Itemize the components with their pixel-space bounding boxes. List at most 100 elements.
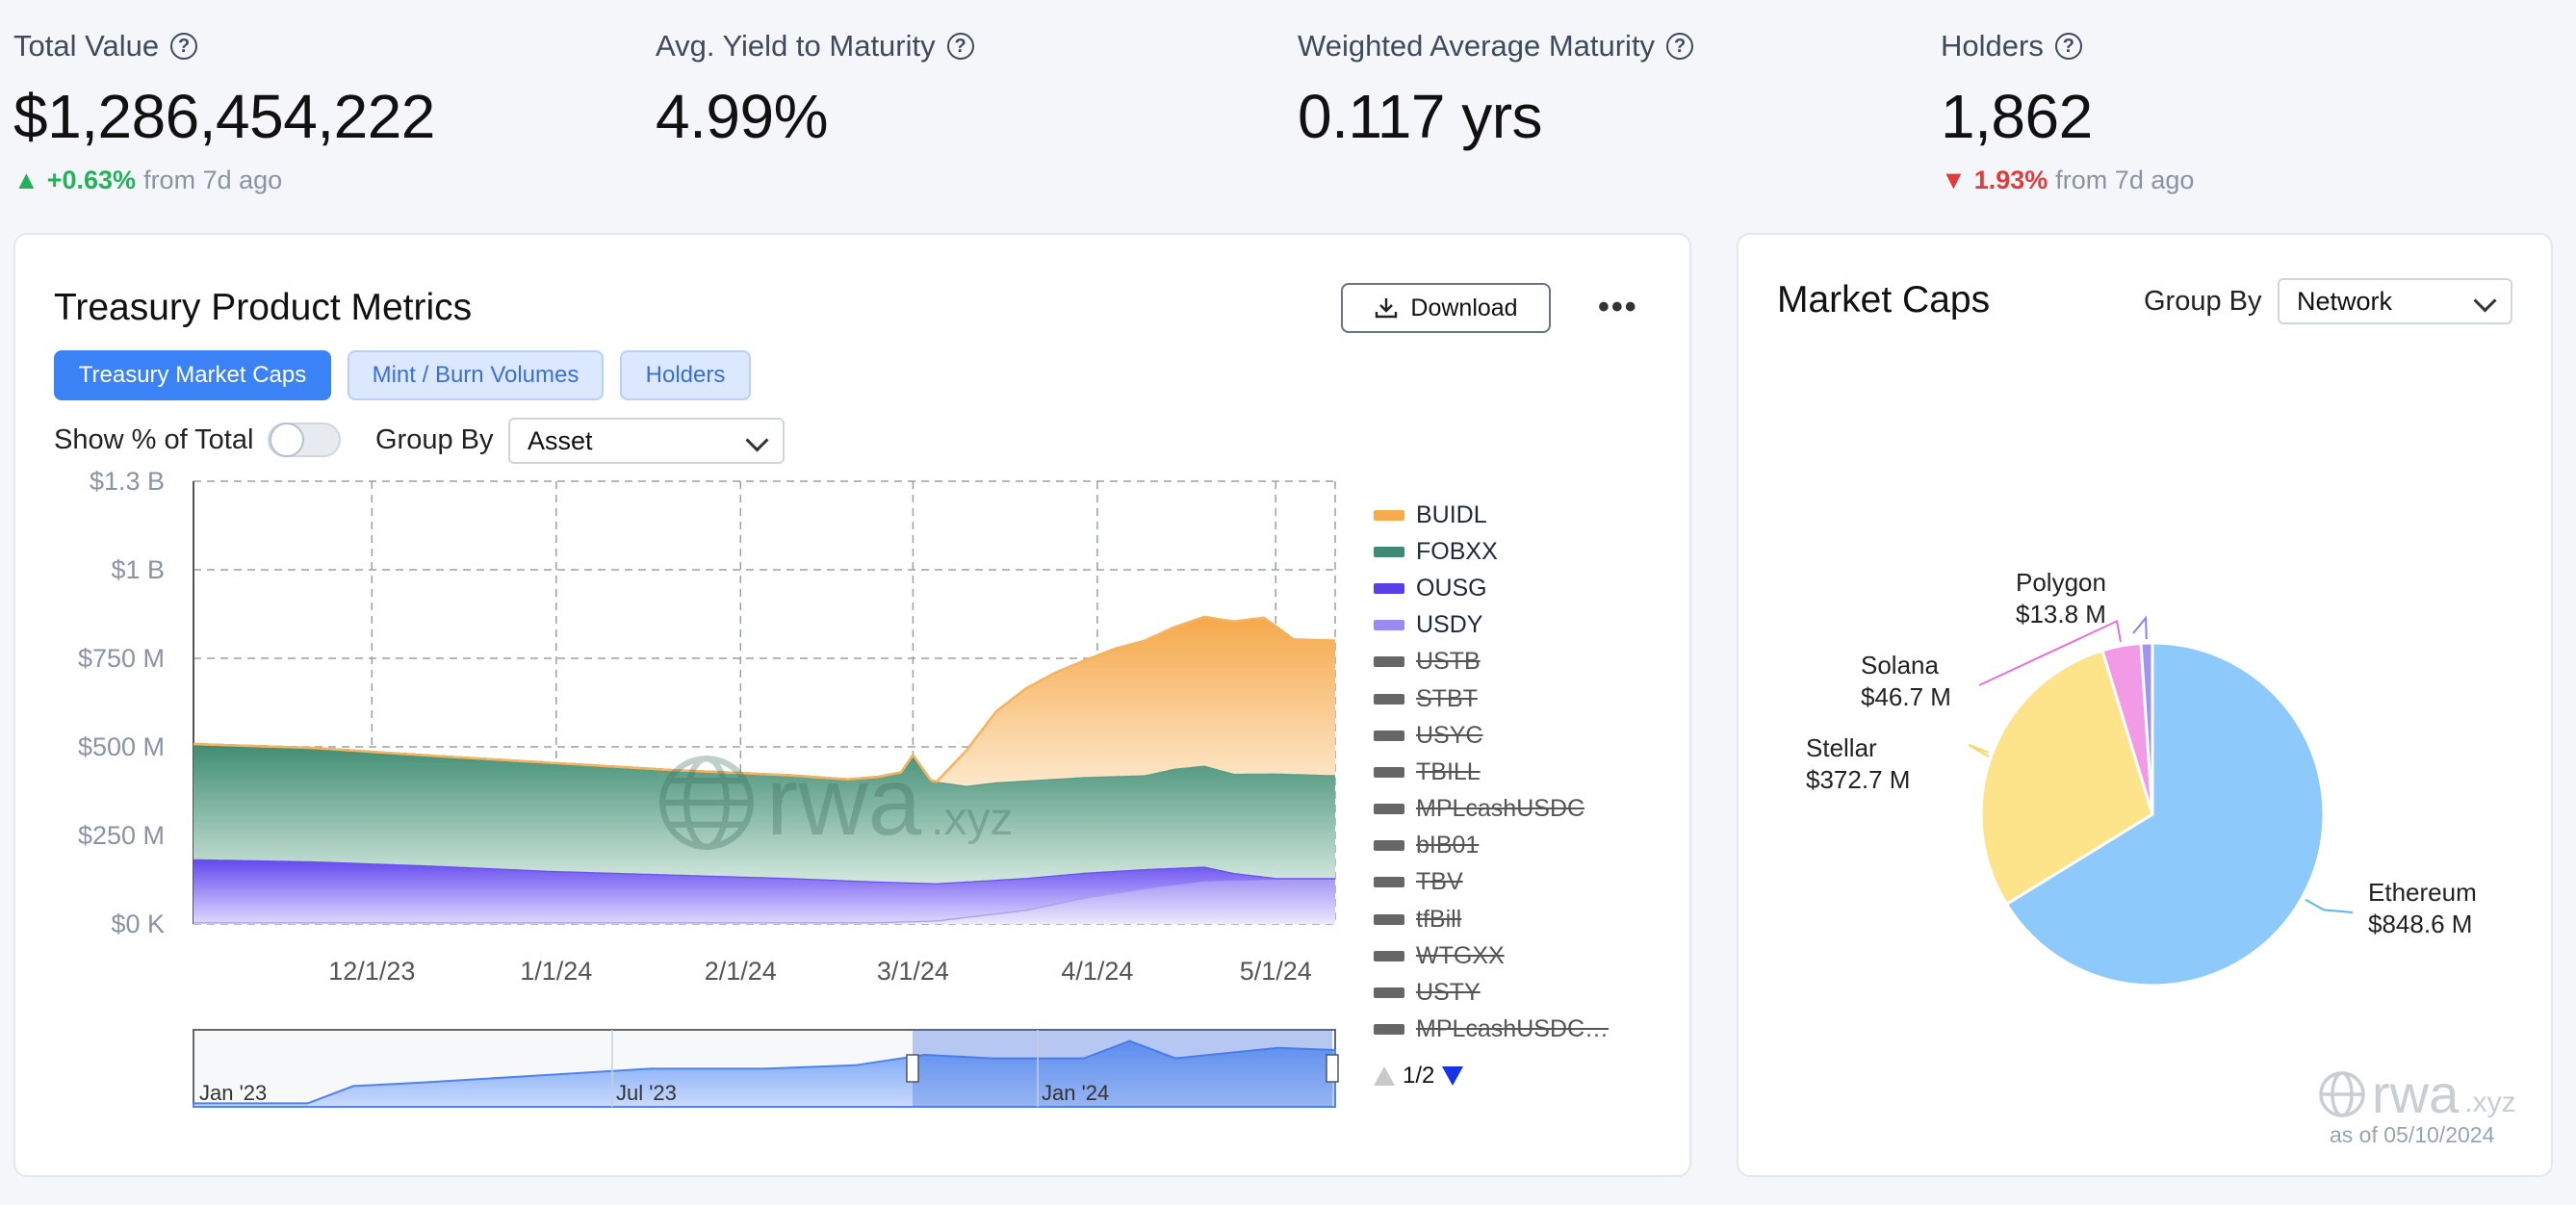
- network-group-by-label: Group By: [2144, 286, 2262, 317]
- area-series-ousg: [193, 859, 1335, 923]
- pie-slice-ethereum[interactable]: [2004, 641, 2326, 987]
- pie-label-value: $13.8 M: [2016, 600, 2106, 628]
- legend-item-tfbill[interactable]: tfBill: [1374, 901, 1609, 937]
- legend-label: BUIDL: [1416, 500, 1487, 528]
- legend-label: USTB: [1416, 648, 1481, 676]
- pager-next-icon[interactable]: [1442, 1066, 1464, 1086]
- legend-item-bib01[interactable]: bIB01: [1374, 828, 1609, 864]
- legend-item-stbt[interactable]: STBT: [1374, 680, 1609, 717]
- pie-leader-line: [2132, 615, 2148, 640]
- up-arrow-icon: ▲: [13, 166, 39, 194]
- tab-holders[interactable]: Holders: [620, 350, 751, 400]
- legend-item-ousg[interactable]: OUSG: [1374, 570, 1609, 606]
- show-percent-label: Show % of Total: [54, 424, 254, 455]
- navigator-tick-label: Jan '24: [1042, 1081, 1109, 1105]
- stat-label: Weighted Average Maturity: [1298, 29, 1656, 63]
- stat-label: Holders: [1941, 29, 2044, 63]
- y-tick-label: $1.3 B: [90, 467, 165, 496]
- stat-holders: Holders? 1,862 ▼ 1.93% from 7d ago: [1941, 29, 2194, 195]
- navigator-handle[interactable]: [906, 1054, 919, 1083]
- stat-change: +0.63%: [46, 166, 137, 194]
- legend-item-usyc[interactable]: USYC: [1374, 717, 1609, 754]
- legend-swatch: [1374, 877, 1404, 888]
- down-arrow-icon: ▼: [1941, 166, 1967, 194]
- as-of-date: as of 05/10/2024: [2330, 1122, 2495, 1147]
- pie-leader-line: [1968, 744, 1990, 757]
- y-tick-label: $750 M: [78, 644, 165, 673]
- x-tick-label: 5/1/24: [1240, 957, 1312, 986]
- legend-item-mplcashusdc[interactable]: MPLcashUSDC: [1374, 791, 1609, 828]
- navigator-tick-label: Jul '23: [616, 1081, 677, 1105]
- y-tick-label: $0 K: [111, 910, 165, 938]
- download-button[interactable]: Download: [1341, 283, 1551, 333]
- legend-item-tbill[interactable]: TBILL: [1374, 754, 1609, 790]
- pie-label-value: $372.7 M: [1806, 765, 1910, 794]
- stat-change-suffix: from 7d ago: [2055, 166, 2195, 194]
- legend-swatch: [1374, 840, 1404, 852]
- pie-label-value: $46.7 M: [1861, 682, 1951, 711]
- tab-treasury-market-caps[interactable]: Treasury Market Caps: [54, 350, 331, 400]
- group-by-asset-select[interactable]: Asset: [508, 418, 785, 464]
- legend-item-ustb[interactable]: USTB: [1374, 644, 1609, 680]
- pager-prev-icon[interactable]: [1374, 1066, 1395, 1086]
- legend-item-usty[interactable]: USTY: [1374, 974, 1609, 1011]
- pie-label-name: Ethereum: [2368, 878, 2477, 907]
- legend-item-fobxx[interactable]: FOBXX: [1374, 533, 1609, 570]
- stat-value: 1,862: [1941, 82, 2093, 151]
- watermark-suffix: .xyz: [2464, 1086, 2516, 1118]
- legend-swatch: [1374, 582, 1404, 594]
- y-tick-label: $1 B: [111, 555, 165, 584]
- stat-change-suffix: from 7d ago: [143, 166, 283, 194]
- legend-swatch: [1374, 766, 1404, 778]
- y-tick-label: $250 M: [78, 821, 165, 850]
- more-menu-button[interactable]: •••: [1598, 289, 1638, 325]
- help-icon[interactable]: ?: [946, 33, 974, 60]
- area-series-buidl: [193, 616, 1335, 786]
- y-tick-label: $500 M: [78, 732, 165, 761]
- legend-swatch: [1374, 913, 1404, 925]
- help-icon[interactable]: ?: [170, 33, 198, 60]
- chart-legend: BUIDL FOBXX OUSG USDY USTB STBT USYC TBILL MPLca…: [1374, 497, 1609, 1048]
- legend-label: OUSG: [1416, 574, 1487, 602]
- stat-total-value: Total Value? $1,286,454,222 ▲ +0.63% from …: [13, 29, 435, 195]
- group-by-network-select[interactable]: Network: [2278, 278, 2512, 324]
- stat-label: Total Value: [13, 29, 160, 63]
- tab-mint-burn-volumes[interactable]: Mint / Burn Volumes: [348, 350, 604, 400]
- navigator-selection[interactable]: [913, 1030, 1332, 1107]
- group-by-label: Group By: [375, 424, 494, 455]
- x-tick-label: 2/1/24: [705, 957, 777, 986]
- help-icon[interactable]: ?: [2054, 33, 2082, 60]
- stat-avg-yield: Avg. Yield to Maturity? 4.99%: [656, 29, 974, 152]
- legend-label: FOBXX: [1416, 537, 1498, 565]
- legend-swatch: [1374, 804, 1404, 815]
- legend-label: USYC: [1416, 721, 1483, 749]
- legend-item-tbv[interactable]: TBV: [1374, 864, 1609, 901]
- area-series-fobxx: [193, 744, 1335, 884]
- legend-item-buidl[interactable]: BUIDL: [1374, 497, 1609, 533]
- stat-value: $1,286,454,222: [13, 82, 435, 151]
- group-by-value: Asset: [528, 425, 593, 455]
- show-percent-toggle[interactable]: [268, 423, 341, 457]
- navigator-handle[interactable]: [1326, 1054, 1339, 1083]
- legend-label: STBT: [1416, 684, 1478, 712]
- stat-value: 4.99%: [656, 82, 828, 151]
- watermark-text: rwa: [766, 748, 922, 856]
- legend-item-wtgxx[interactable]: WTGXX: [1374, 937, 1609, 974]
- pie-slice-polygon[interactable]: [2139, 641, 2154, 815]
- legend-item-usdy[interactable]: USDY: [1374, 607, 1609, 644]
- navigator-tick-label: Jan '23: [199, 1081, 267, 1105]
- pie-label-name: Solana: [1861, 651, 1939, 679]
- chart-watermark: rwa .xyz: [657, 747, 1013, 858]
- help-icon[interactable]: ?: [1666, 33, 1694, 60]
- stat-weighted-avg-maturity: Weighted Average Maturity? 0.117 yrs: [1298, 29, 1694, 152]
- legend-swatch: [1374, 730, 1404, 741]
- pager-label: 1/2: [1403, 1063, 1435, 1089]
- legend-label: USTY: [1416, 979, 1481, 1007]
- pie-slice-stellar[interactable]: [1979, 648, 2154, 907]
- download-label: Download: [1410, 294, 1518, 321]
- watermark-text: rwa: [2372, 1064, 2460, 1124]
- legend-item-mplcashusdc-[interactable]: MPLcashUSDC…: [1374, 1012, 1609, 1048]
- stat-change: 1.93%: [1973, 166, 2048, 194]
- stat-value: 0.117 yrs: [1298, 82, 1543, 151]
- legend-label: USDY: [1416, 611, 1483, 639]
